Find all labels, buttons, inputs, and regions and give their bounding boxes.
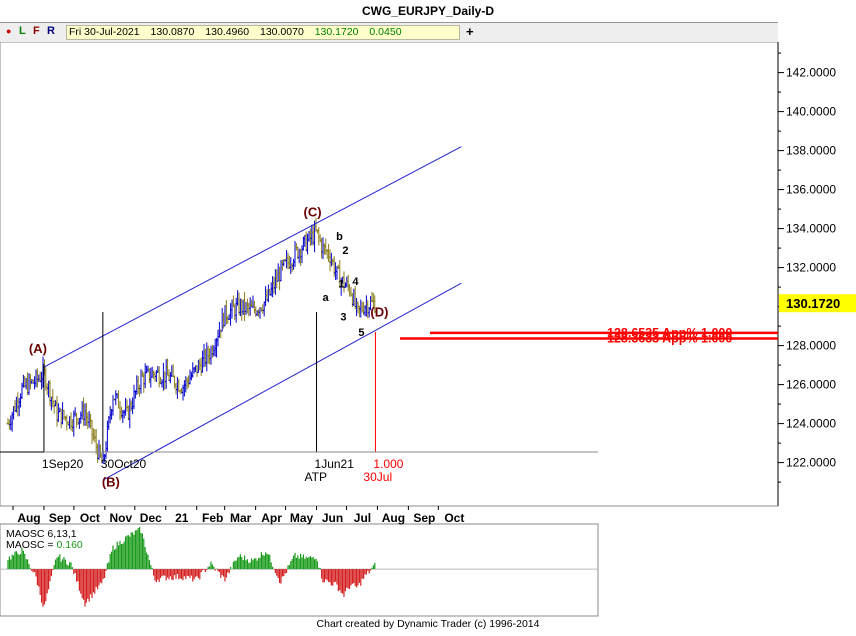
y-tick-label: 136.0000	[786, 183, 836, 197]
x-tick-label: Apr	[261, 511, 282, 525]
osc-legend-label: MAOSC = 0.160	[6, 539, 83, 551]
wave-label: (C)	[304, 205, 322, 220]
wave-label: 4	[352, 276, 359, 288]
y-tick-label: 138.0000	[786, 144, 836, 158]
price-bar	[373, 295, 377, 313]
flag-l-button[interactable]: L	[19, 25, 26, 37]
time-marker-label: 30Oct20	[101, 457, 147, 471]
x-tick-label: Aug	[17, 511, 40, 525]
y-tick-label: 126.0000	[786, 378, 836, 392]
x-tick-label: May	[290, 511, 314, 525]
retracement-label: 128.6535 App% 1.000	[607, 326, 732, 340]
x-tick-label: Dec	[140, 511, 162, 525]
flag-f-button[interactable]: F	[33, 25, 40, 37]
y-tick-label: 140.0000	[786, 105, 836, 119]
x-tick-label: Sep	[413, 511, 435, 525]
x-tick-label: Aug	[382, 511, 405, 525]
wave-label: 2	[342, 245, 348, 257]
time-marker-label: 1.000	[373, 457, 403, 471]
retracement-label: 128.3633 App% 1.000	[607, 332, 732, 346]
ohlc-readout: Fri 30-Jul-2021 130.0870 130.4960 130.00…	[66, 25, 460, 40]
price-axis-panel	[778, 42, 856, 506]
x-tick-label: Nov	[110, 511, 133, 525]
x-tick-label: Jun	[322, 511, 343, 525]
toolbar: ● L F R Fri 30-Jul-2021 130.0870 130.496…	[0, 22, 778, 43]
osc-legend-name: MAOSC 6,13,1	[6, 528, 77, 540]
x-tick-label: Jul	[354, 511, 371, 525]
y-tick-label: 134.0000	[786, 222, 836, 236]
osc-legend-value: 0.160	[56, 539, 82, 551]
ohlc-low: 130.0070	[259, 26, 304, 38]
price-panel	[0, 42, 779, 507]
y-tick-label: 122.0000	[786, 456, 836, 470]
record-dot-icon[interactable]: ●	[6, 26, 12, 36]
wave-label: a	[322, 292, 329, 304]
y-tick-label: 124.0000	[786, 417, 836, 431]
time-marker-label: 1Jun21	[315, 457, 355, 471]
ohlc-open: 130.0870	[150, 26, 195, 38]
current-price-label: 130.1720	[786, 296, 840, 311]
chart-title: CWG_EURJPY_Daily-D	[361, 4, 495, 18]
x-tick-label: Feb	[202, 511, 223, 525]
x-tick-label: 21	[175, 511, 189, 525]
wave-label: 1	[338, 278, 344, 290]
time-marker-sublabel: ATP	[305, 470, 327, 484]
crosshair-plus-icon[interactable]: +	[466, 24, 474, 39]
osc-legend-series: MAOSC	[6, 539, 45, 551]
time-marker-label: 1Sep20	[42, 457, 84, 471]
flag-r-button[interactable]: R	[47, 25, 55, 37]
x-tick-label: Oct	[444, 511, 464, 525]
oscillator-panel	[0, 523, 599, 617]
ohlc-change: 0.0450	[369, 26, 402, 38]
x-tick-label: Oct	[80, 511, 100, 525]
channel-upper-line	[43, 146, 462, 368]
ohlc-date: Fri 30-Jul-2021	[69, 26, 140, 38]
x-tick-label: Mar	[230, 511, 252, 525]
date-axis-panel	[0, 506, 778, 524]
wave-label: (B)	[102, 474, 120, 489]
footer-credit: Chart created by Dynamic Trader (c) 1996…	[316, 618, 540, 630]
price-chart[interactable]: 1Sep20 30Oct20 1Jun21ATP1.00030Jul128.6535…	[0, 42, 856, 636]
y-tick-label: 142.0000	[786, 66, 836, 80]
wave-label: b	[336, 231, 343, 243]
wave-label: (D)	[370, 304, 388, 319]
wave-label: (A)	[29, 341, 47, 356]
current-price-badge	[779, 294, 856, 313]
ohlc-close: 130.1720	[314, 26, 359, 38]
wave-label: 3	[340, 312, 346, 324]
y-tick-label: 128.0000	[786, 339, 836, 353]
x-tick-label: Sep	[49, 511, 71, 525]
time-marker-sublabel: 30Jul	[363, 470, 392, 484]
wave-label: 5	[358, 327, 364, 339]
ohlc-high: 130.4960	[205, 26, 250, 38]
channel-lower-line	[102, 282, 462, 481]
y-tick-label: 132.0000	[786, 261, 836, 275]
